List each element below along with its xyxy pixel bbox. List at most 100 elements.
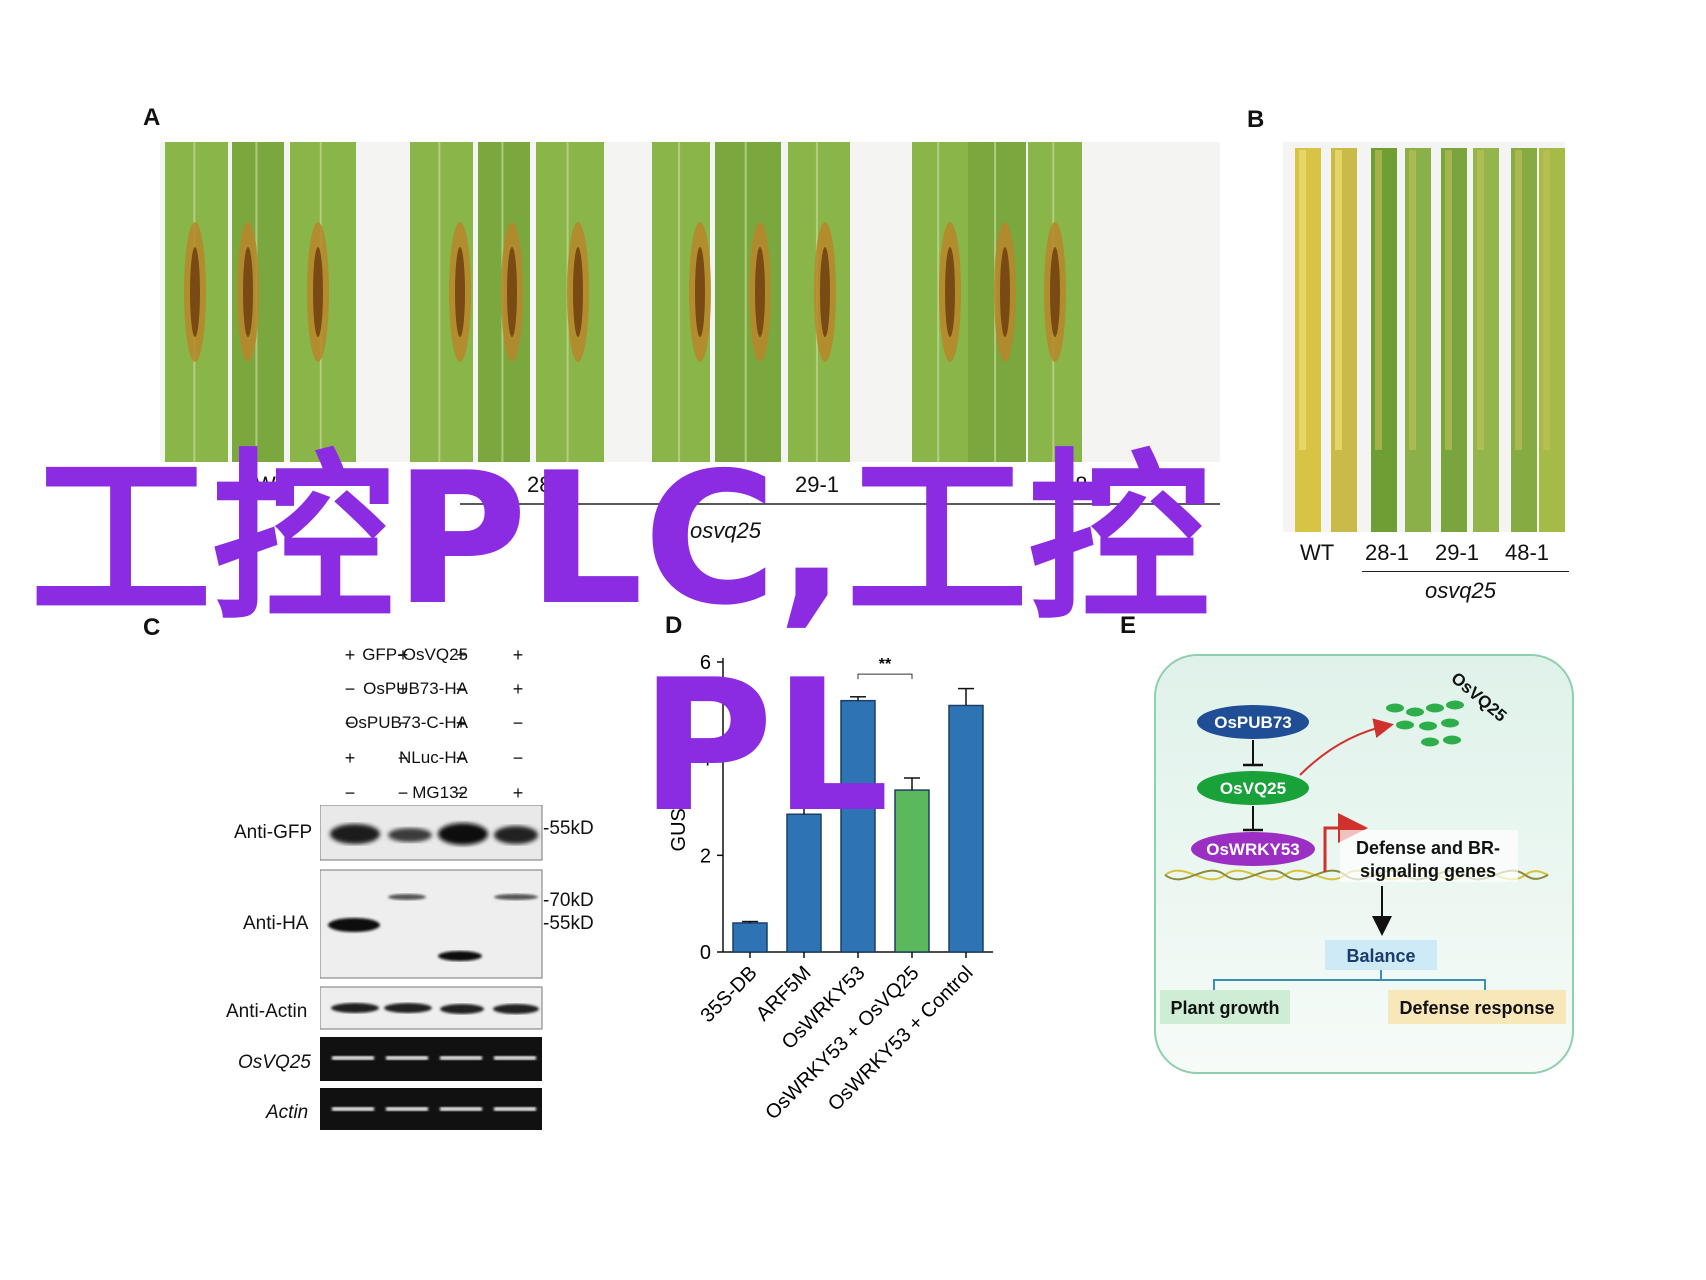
leaf-blade	[1405, 148, 1431, 532]
balance-label: Balance	[1346, 946, 1415, 966]
sign: −	[455, 679, 467, 699]
plant-growth-label: Plant growth	[1171, 998, 1280, 1018]
lesion-core	[313, 247, 323, 337]
sign: +	[512, 783, 524, 803]
defense-response-box	[1388, 990, 1566, 1024]
lesion-core	[695, 247, 705, 337]
oswrky53-label: OsWRKY53	[1206, 840, 1300, 859]
sign: −	[397, 713, 409, 733]
degraded-osvq25-fragments	[1386, 700, 1464, 747]
row-label: MG132	[412, 783, 468, 802]
row-label: OsPUB73-HA	[363, 679, 468, 698]
sign: −	[397, 748, 409, 768]
panel-b-label-wt: WT	[1300, 540, 1335, 565]
blot-label-anti-ha: Anti-HA	[243, 913, 309, 934]
y-axis-label: GUS/LUC	[668, 763, 690, 852]
watermark-line-1: 工控PLC,工控	[30, 433, 1211, 645]
panel-a-leaf-photo	[160, 142, 1220, 505]
sign: −	[455, 783, 467, 803]
panel-b-group-line	[1362, 571, 1569, 572]
sign: −	[344, 679, 356, 699]
marker-55kd-gfp: -55kD	[543, 818, 594, 839]
sign: −	[344, 783, 356, 803]
panel-e-letter: E	[1120, 612, 1137, 639]
bar	[840, 699, 876, 953]
lesion-core	[507, 247, 517, 337]
x-tick-label: 35S-DB	[696, 962, 761, 1027]
sign: +	[512, 645, 524, 665]
blot-label-actin: Actin	[266, 1102, 309, 1123]
leaf-blade	[715, 142, 781, 462]
oswrky53-node	[1191, 832, 1315, 866]
y-tick-label: 0	[700, 942, 711, 964]
panel-a-label-wt: WT	[255, 472, 290, 497]
panel-b-label-28-1: 28-1	[1365, 540, 1410, 565]
lesion-core	[243, 247, 253, 337]
leaf-blade	[1539, 148, 1565, 532]
marker-55kd-ha: -55kD	[543, 913, 594, 934]
sign: +	[344, 645, 356, 665]
sign: −	[512, 713, 524, 733]
lesion-core	[755, 247, 765, 337]
panel-b-leaf-photo	[1283, 142, 1565, 532]
marker-text: 70kD	[549, 890, 594, 911]
panel-b-label-48-1: 48-1	[1505, 540, 1550, 565]
marker-70kd: -70kD	[543, 890, 594, 911]
panel-d-letter: D	[665, 612, 683, 639]
blot-label-osvq25: OsVQ25	[238, 1052, 311, 1073]
blot-label-anti-gfp: Anti-GFP	[234, 822, 313, 843]
panel-b-letter: B	[1247, 106, 1265, 133]
leaf-blade	[1441, 148, 1467, 532]
lesion-core	[1050, 247, 1060, 337]
leaf-blade	[1473, 148, 1499, 532]
y-tick-label: 2	[700, 845, 711, 867]
sign: +	[455, 645, 467, 665]
y-tick-label: 6	[700, 652, 711, 674]
marker-text: 55kD	[549, 913, 594, 934]
western-blot-images	[320, 805, 543, 1130]
osvq25-node	[1197, 771, 1309, 805]
panel-a-group-label: osvq25	[690, 518, 761, 543]
leaf-blade	[1295, 148, 1321, 532]
panel-e-model-diagram: OsPUB73 OsVQ25 OsVQ25 OsWRKY53 Defense a…	[1154, 654, 1574, 1074]
panel-a-label-48-1: 48-1	[1063, 472, 1108, 497]
bar	[894, 789, 930, 953]
panel-a-label-29-1: 29-1	[795, 472, 840, 497]
leaf-blade	[1511, 148, 1537, 532]
osvq25-label: OsVQ25	[1220, 779, 1286, 798]
sign: +	[455, 713, 467, 733]
watermark-line-2: PL	[640, 640, 890, 852]
lesion-core	[573, 247, 583, 337]
defense-br-genes-line2: signaling genes	[1360, 861, 1496, 881]
sign: −	[455, 748, 467, 768]
row-label: NLuc-HA	[399, 748, 468, 767]
lesion-core	[820, 247, 830, 337]
sign: −	[397, 783, 409, 803]
blot-label-anti-actin: Anti-Actin	[226, 1001, 308, 1022]
panel-b-label-29-1: 29-1	[1435, 540, 1480, 565]
sign: +	[397, 679, 409, 699]
ospub73-node	[1197, 705, 1309, 739]
lesion-core	[1000, 247, 1010, 337]
sign: +	[512, 679, 524, 699]
row-label: OsPUB73-C-HA	[345, 713, 468, 732]
bar	[948, 704, 984, 953]
lesion-core	[190, 247, 200, 337]
panel-c-letter: C	[143, 614, 161, 641]
panel-a-letter: A	[143, 104, 161, 131]
plant-growth-box	[1160, 990, 1290, 1024]
leaf-blade	[1371, 148, 1397, 532]
ospub73-label: OsPUB73	[1214, 713, 1291, 732]
significance-label: **	[879, 656, 892, 673]
sign: +	[344, 748, 356, 768]
bar	[732, 922, 768, 953]
sign: −	[344, 713, 356, 733]
sign: −	[512, 748, 524, 768]
marker-text: 55kD	[549, 818, 594, 839]
defense-response-label: Defense response	[1399, 998, 1554, 1018]
defense-br-genes-box	[1340, 830, 1518, 882]
panel-b-group-label: osvq25	[1425, 578, 1496, 603]
sign: +	[397, 645, 409, 665]
significance-bracket	[857, 673, 913, 680]
